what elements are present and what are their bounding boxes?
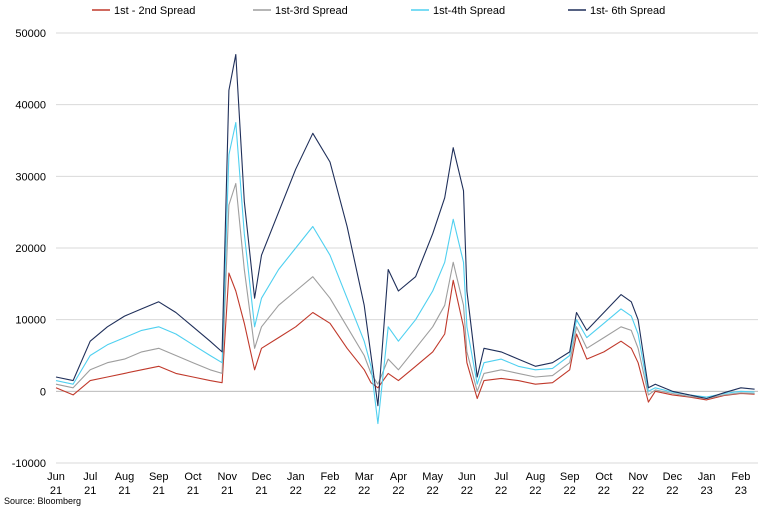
legend-label: 1st- 6th Spread	[590, 5, 665, 17]
x-tick-label-year: 22	[598, 485, 610, 497]
y-tick-label: 20000	[15, 243, 46, 255]
gridlines	[56, 32, 758, 464]
x-tick-label-month: Sep	[560, 471, 580, 483]
x-tick-label-month: Feb	[320, 471, 339, 483]
legend: 1st - 2nd Spread 1st-3rd Spread 1st-4th Sp…	[92, 5, 665, 17]
series-lines	[55, 53, 755, 425]
x-tick-label-month: Apr	[390, 471, 407, 483]
series-line-3	[55, 122, 755, 425]
source-note: Source: Bloomberg	[4, 496, 81, 506]
x-tick-label-month: Jul	[83, 471, 97, 483]
x-tick-label-year: 22	[529, 485, 541, 497]
x-tick-label-year: 22	[632, 485, 644, 497]
series-line-1	[55, 272, 755, 403]
x-tick-label-year: 22	[666, 485, 678, 497]
legend-label: 1st - 2nd Spread	[114, 5, 195, 17]
legend-label: 1st-3rd Spread	[275, 5, 348, 17]
x-tick-label-year: 22	[290, 485, 302, 497]
x-tick-label-year: 21	[221, 485, 233, 497]
x-tick-label-year: 23	[735, 485, 747, 497]
legend-label: 1st-4th Spread	[433, 5, 505, 17]
x-tick-label-month: Jun	[458, 471, 476, 483]
y-tick-label: -10000	[12, 458, 46, 470]
x-tick-label-month: Jul	[494, 471, 508, 483]
x-tick-label-month: May	[422, 471, 443, 483]
y-tick-label: 10000	[15, 315, 46, 327]
x-tick-label-month: Aug	[526, 471, 546, 483]
y-tick-label: 50000	[15, 28, 46, 40]
x-tick-label-year: 21	[187, 485, 199, 497]
x-tick-label-month: Aug	[115, 471, 135, 483]
x-tick-label-month: Nov	[217, 471, 237, 483]
x-tick-label-month: Mar	[355, 471, 374, 483]
x-tick-label-year: 21	[118, 485, 130, 497]
x-tick-label-month: Dec	[252, 471, 272, 483]
x-tick-label-year: 21	[255, 485, 267, 497]
x-tick-label-month: Dec	[663, 471, 683, 483]
x-tick-label-month: Oct	[595, 471, 612, 483]
x-tick-label-month: Oct	[184, 471, 201, 483]
x-tick-label-year: 21	[50, 485, 62, 497]
y-tick-label: 40000	[15, 100, 46, 112]
x-tick-label-month: Jan	[287, 471, 305, 483]
x-tick-label-month: Nov	[628, 471, 648, 483]
x-tick-label-year: 22	[392, 485, 404, 497]
x-tick-label-month: Feb	[731, 471, 750, 483]
x-tick-label-year: 21	[153, 485, 165, 497]
axes: -10000 0 10000 20000 30000 40000 50000 Jun 21 Jul…	[12, 28, 758, 497]
x-tick-label-month: Sep	[149, 471, 169, 483]
series-line-2	[55, 182, 755, 400]
x-tick-label-year: 22	[564, 485, 576, 497]
x-tick-label-year: 22	[461, 485, 473, 497]
x-tick-label-year: 21	[84, 485, 96, 497]
x-tick-label-year: 23	[701, 485, 713, 497]
x-tick-label-year: 22	[324, 485, 336, 497]
x-tick-label-month: Jan	[698, 471, 716, 483]
series-line-4	[55, 53, 755, 407]
x-tick-label-year: 22	[427, 485, 439, 497]
x-tick-label-year: 22	[358, 485, 370, 497]
x-tick-label-month: Jun	[47, 471, 65, 483]
x-tick-label-year: 22	[495, 485, 507, 497]
y-tick-label: 30000	[15, 171, 46, 183]
y-tick-label: 0	[40, 386, 46, 398]
